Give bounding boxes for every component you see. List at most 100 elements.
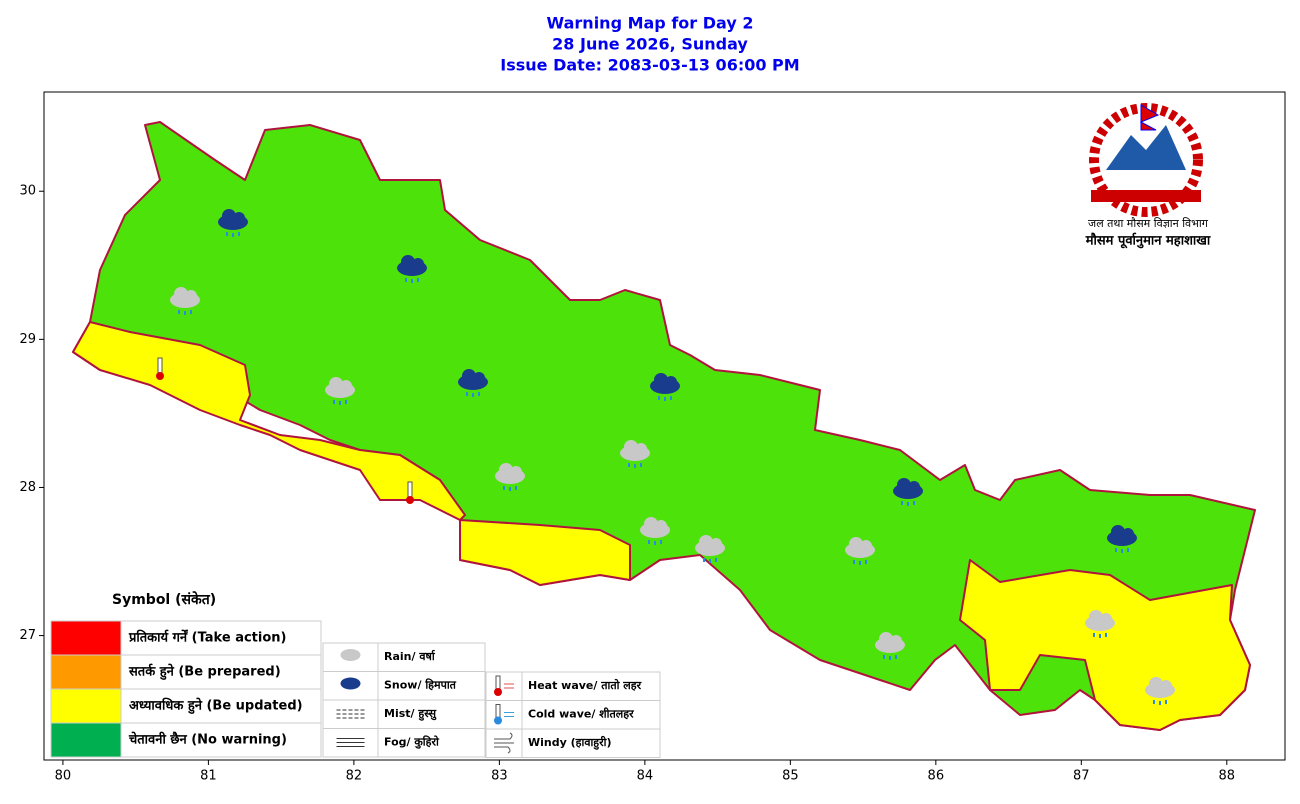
logo-mountain [1106,125,1186,170]
symbol-icon [340,649,361,661]
level-cell [120,654,322,690]
symbol-icon [340,677,361,690]
cloud [710,538,722,550]
thermometer [407,481,413,499]
cloud [340,380,352,392]
x-tick-label: 81 [200,769,217,784]
symbol-icon [494,732,514,754]
symbol-label: Fog/ कुहिरो [384,735,440,750]
y-tick-label: 30 [19,184,36,199]
cloud [1100,613,1112,625]
x-tick-label: 83 [491,769,508,784]
symbol-label: Mist/ हुस्सु [384,707,437,721]
logo-ribbon [1091,190,1201,202]
symbol-icon [336,738,365,747]
issue-date: Issue Date: 2083-03-13 06:00 PM [500,56,799,75]
drops [628,463,642,468]
cloud [897,478,911,492]
symbol-icon [494,716,502,725]
level-label: सतर्क हुने (Be prepared) [128,664,281,681]
drops [853,560,867,565]
symbol-icon [336,709,365,719]
level-cell [120,620,322,656]
cloud [879,632,893,646]
cloud [174,287,188,301]
cloud [655,520,667,532]
cloud [644,517,658,531]
cloud [1089,610,1103,624]
symbol-icon [495,704,501,719]
level-swatch [50,688,122,724]
cloud [462,369,476,383]
symbol-cell [485,671,661,701]
cloud [1149,677,1163,691]
level-cell [120,722,322,758]
x-tick-label: 87 [1073,769,1090,784]
level-label: प्रतिकार्य गर्नें (Take action) [128,630,286,646]
symbol-cell [485,728,661,758]
icons [156,209,1175,705]
symbol-icon [504,683,514,689]
x-tick-label: 85 [782,769,799,784]
symbol-cell [322,728,486,758]
cloud [233,212,245,224]
cloud [635,443,647,455]
x-tick-label: 80 [55,769,72,784]
drops [883,655,897,660]
cloud [329,377,343,391]
x-tick-label: 84 [637,769,654,784]
drops [1115,548,1129,553]
logo-flag [1139,104,1160,131]
x-tick-label: 82 [346,769,363,784]
cloud [654,373,668,387]
y-tick-label: 29 [19,332,36,347]
symbol-label: Windy (हावाहुरी) [528,735,612,750]
cloud [510,466,522,478]
level-label: अध्यावधिक हुने (Be updated) [129,698,303,715]
legend-title: Symbol (संकेत) [112,591,216,608]
level-swatch [50,620,122,656]
logo-division: मौसम पूर्वानुमान महाशाखा [1085,233,1211,249]
cloud [499,463,513,477]
drops [503,486,517,491]
cloud [412,258,424,270]
thermometer [156,372,164,380]
drops [1093,633,1107,638]
x-tick-label: 88 [1219,769,1236,784]
cloud [860,540,872,552]
drops [405,278,419,283]
symbol-label: Heat wave/ तातो लहर [528,678,642,692]
symbol-label: Rain/ वर्षा [384,649,436,663]
cloud [665,376,677,388]
level-swatch [50,654,122,690]
updated-area [459,519,631,586]
drops [466,392,480,397]
cloud [699,535,713,549]
thermometer [157,357,163,375]
symbol-label: Cold wave/ शीतलहर [528,707,634,721]
level-swatch [50,722,122,758]
y-tick-label: 28 [19,480,36,495]
drops [703,558,717,563]
symbol-icon [495,675,501,691]
cloud [849,537,863,551]
cloud [1160,680,1172,692]
cloud [890,635,902,647]
cloud [222,209,236,223]
y-tick-label: 27 [19,628,36,643]
regions [72,121,1256,731]
legend: प्रतिकार्य गर्नें (Take action) सतर्क हुन… [50,620,661,758]
drops [901,501,915,506]
cloud [185,290,197,302]
drops [658,396,672,401]
cloud [908,481,920,493]
title: Warning Map for Day 2 [547,14,754,33]
drops [333,400,347,405]
cloud [401,255,415,269]
cloud [1111,525,1125,539]
symbol-cell [485,700,661,730]
date: 28 June 2026, Sunday [552,35,748,54]
drops [178,310,192,315]
cloud [1122,528,1134,540]
